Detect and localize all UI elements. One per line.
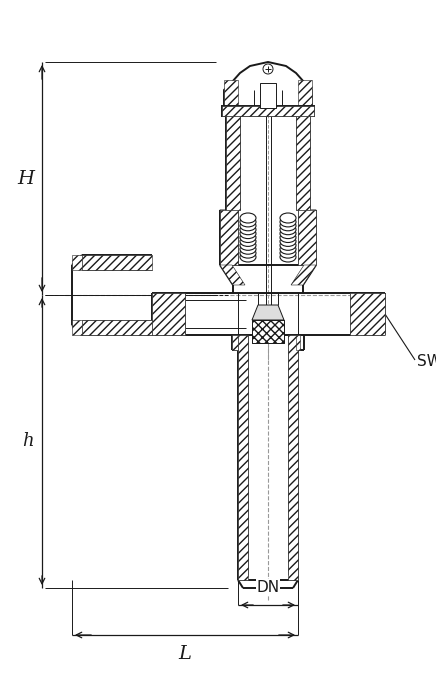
Ellipse shape <box>240 220 256 231</box>
Bar <box>296 116 310 210</box>
Bar <box>82 320 152 335</box>
Bar <box>226 116 240 210</box>
Text: L: L <box>178 645 191 663</box>
Bar <box>350 293 385 335</box>
Bar <box>72 320 82 335</box>
Bar <box>222 106 314 116</box>
Ellipse shape <box>280 225 296 235</box>
Ellipse shape <box>240 240 256 251</box>
Bar <box>298 210 316 265</box>
Bar <box>232 335 238 350</box>
Ellipse shape <box>240 252 256 262</box>
Polygon shape <box>310 210 316 265</box>
Ellipse shape <box>280 248 296 258</box>
Ellipse shape <box>280 232 296 242</box>
Ellipse shape <box>280 240 296 251</box>
Bar <box>222 106 314 116</box>
Bar <box>224 80 238 108</box>
Ellipse shape <box>280 237 296 246</box>
Ellipse shape <box>240 217 256 227</box>
Bar <box>350 293 360 335</box>
Ellipse shape <box>280 244 296 254</box>
Ellipse shape <box>240 213 256 223</box>
Bar <box>296 335 300 350</box>
Ellipse shape <box>240 248 256 258</box>
Text: H: H <box>17 169 34 188</box>
Ellipse shape <box>280 252 296 262</box>
Bar <box>82 255 152 270</box>
Text: DN: DN <box>256 580 279 595</box>
Ellipse shape <box>280 213 296 223</box>
Bar <box>298 80 312 108</box>
Polygon shape <box>224 62 312 108</box>
Polygon shape <box>220 265 245 285</box>
Ellipse shape <box>280 217 296 227</box>
Bar <box>152 293 185 335</box>
Ellipse shape <box>240 225 256 235</box>
Bar <box>238 335 248 580</box>
Text: h: h <box>22 433 34 451</box>
Ellipse shape <box>240 237 256 246</box>
Polygon shape <box>252 320 284 343</box>
Bar <box>72 255 82 270</box>
Ellipse shape <box>240 229 256 239</box>
Bar <box>288 335 298 580</box>
Ellipse shape <box>240 232 256 242</box>
Bar <box>260 83 276 108</box>
Ellipse shape <box>240 244 256 254</box>
Text: SW: SW <box>417 354 436 370</box>
Ellipse shape <box>280 220 296 231</box>
Polygon shape <box>291 265 316 285</box>
Polygon shape <box>220 210 226 265</box>
Polygon shape <box>252 305 284 320</box>
Ellipse shape <box>280 229 296 239</box>
Bar <box>220 210 238 265</box>
